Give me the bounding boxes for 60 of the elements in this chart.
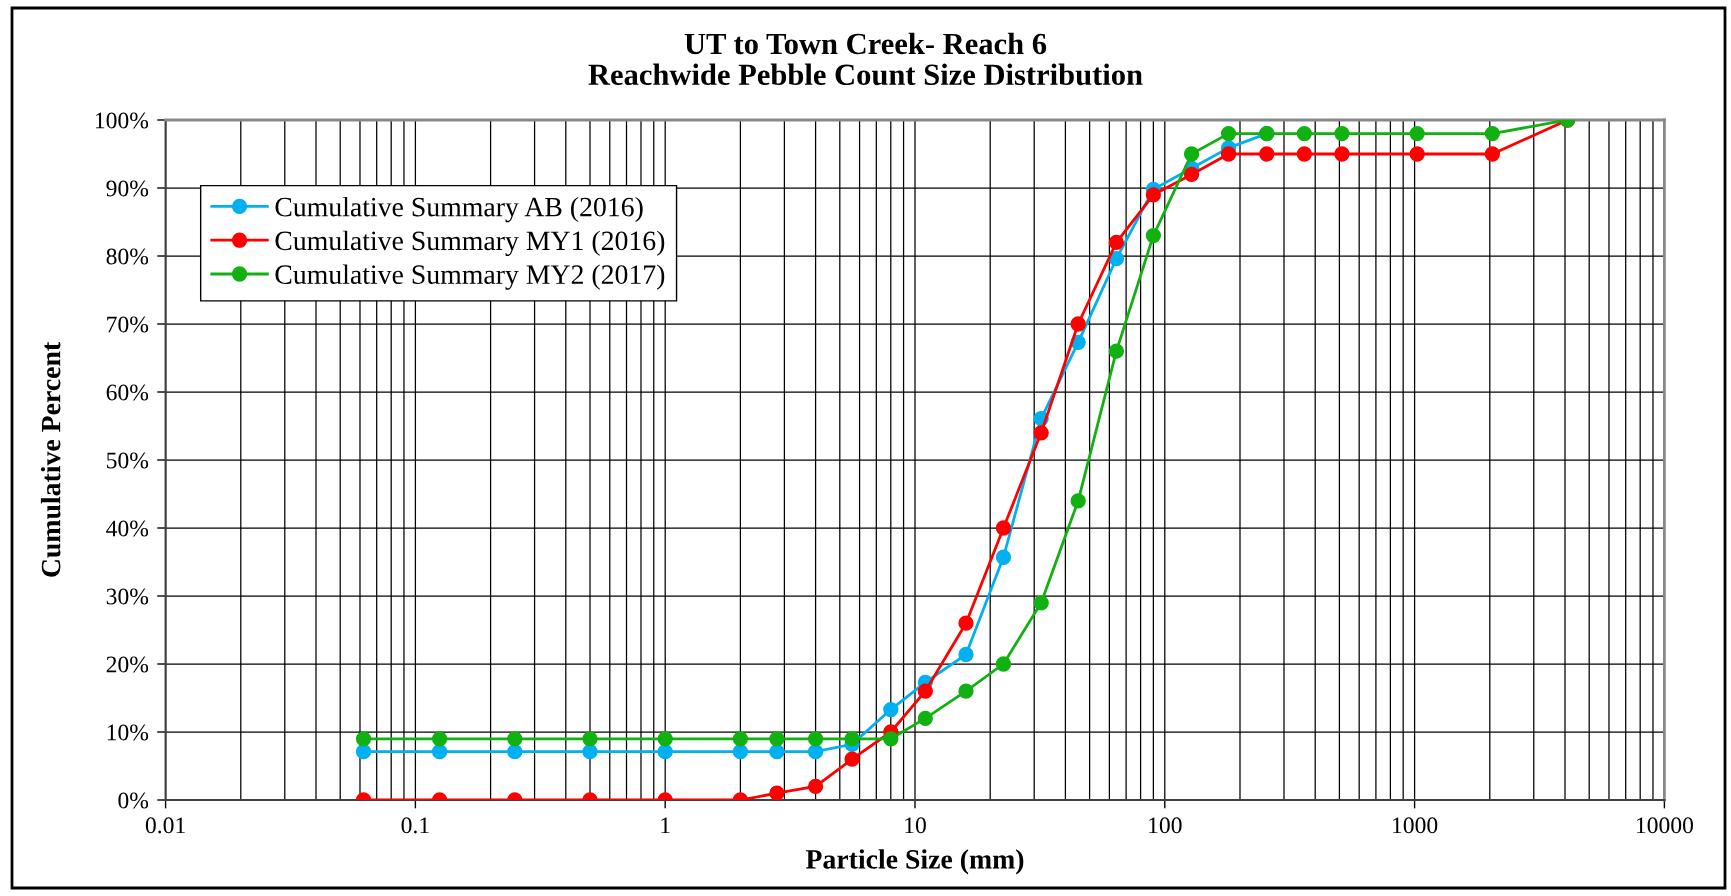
y-tick-label: 80% xyxy=(106,248,149,265)
point xyxy=(1070,493,1086,509)
point xyxy=(1334,125,1350,142)
x-tick-label: 0.1 xyxy=(401,817,429,834)
x-tick-label: 1 xyxy=(661,817,670,834)
point xyxy=(883,731,899,747)
point xyxy=(807,778,824,795)
point xyxy=(995,549,1012,565)
point xyxy=(769,731,785,747)
point xyxy=(1108,251,1125,267)
point xyxy=(1259,146,1275,162)
point xyxy=(995,656,1012,672)
point xyxy=(1145,227,1162,244)
point xyxy=(1108,234,1125,251)
point xyxy=(1334,146,1350,162)
point xyxy=(844,731,860,747)
y-tick-label: 20% xyxy=(106,656,149,673)
point xyxy=(1183,146,1200,162)
point xyxy=(1033,595,1049,611)
point xyxy=(958,683,974,699)
y-tick-label: 100% xyxy=(95,112,149,129)
chart-title: UT to Town Creek- Reach 6 Reachwide Pebble Count Size Distribution xyxy=(588,32,1143,86)
point xyxy=(883,701,899,718)
point xyxy=(807,731,824,747)
point xyxy=(1145,187,1162,203)
point xyxy=(1033,425,1049,441)
point xyxy=(1220,125,1237,142)
point xyxy=(958,646,974,663)
legend-label: Cumulative Summary AB (2016) xyxy=(275,196,643,223)
point xyxy=(1108,343,1125,359)
x-axis-title: Particle Size (mm) xyxy=(805,849,1024,875)
y-tick-label: 60% xyxy=(106,384,149,401)
legend-label: Cumulative Summary MY2 (2017) xyxy=(275,264,665,290)
point xyxy=(958,615,974,631)
point xyxy=(732,731,749,747)
point xyxy=(769,744,785,760)
y-tick-label: 10% xyxy=(107,724,149,741)
y-tick-label: 0% xyxy=(118,792,149,809)
x-tick-label: 10000 xyxy=(1636,817,1694,834)
y-tick-label: 90% xyxy=(106,180,149,197)
point xyxy=(995,520,1012,536)
point xyxy=(1296,146,1313,162)
point xyxy=(732,744,749,760)
y-tick-label: 40% xyxy=(106,520,149,537)
x-tick-label: 100 xyxy=(1149,817,1182,834)
point xyxy=(1183,166,1200,183)
point xyxy=(807,744,824,760)
x-tick-label: 1000 xyxy=(1393,817,1438,834)
point xyxy=(1070,316,1086,332)
legend-label: Cumulative Summary MY1 (2016) xyxy=(275,230,665,256)
point xyxy=(769,785,785,800)
y-axis-title: Cumulative Percent xyxy=(40,341,61,577)
point xyxy=(1220,146,1237,162)
y-tick-label: 30% xyxy=(106,588,149,605)
point xyxy=(1296,125,1313,142)
y-tick-label: 50% xyxy=(107,452,149,469)
point xyxy=(844,751,860,767)
y-tick-label: 70% xyxy=(107,316,149,333)
x-tick-label: 0.01 xyxy=(145,817,185,834)
x-tick-label: 10 xyxy=(905,817,926,834)
